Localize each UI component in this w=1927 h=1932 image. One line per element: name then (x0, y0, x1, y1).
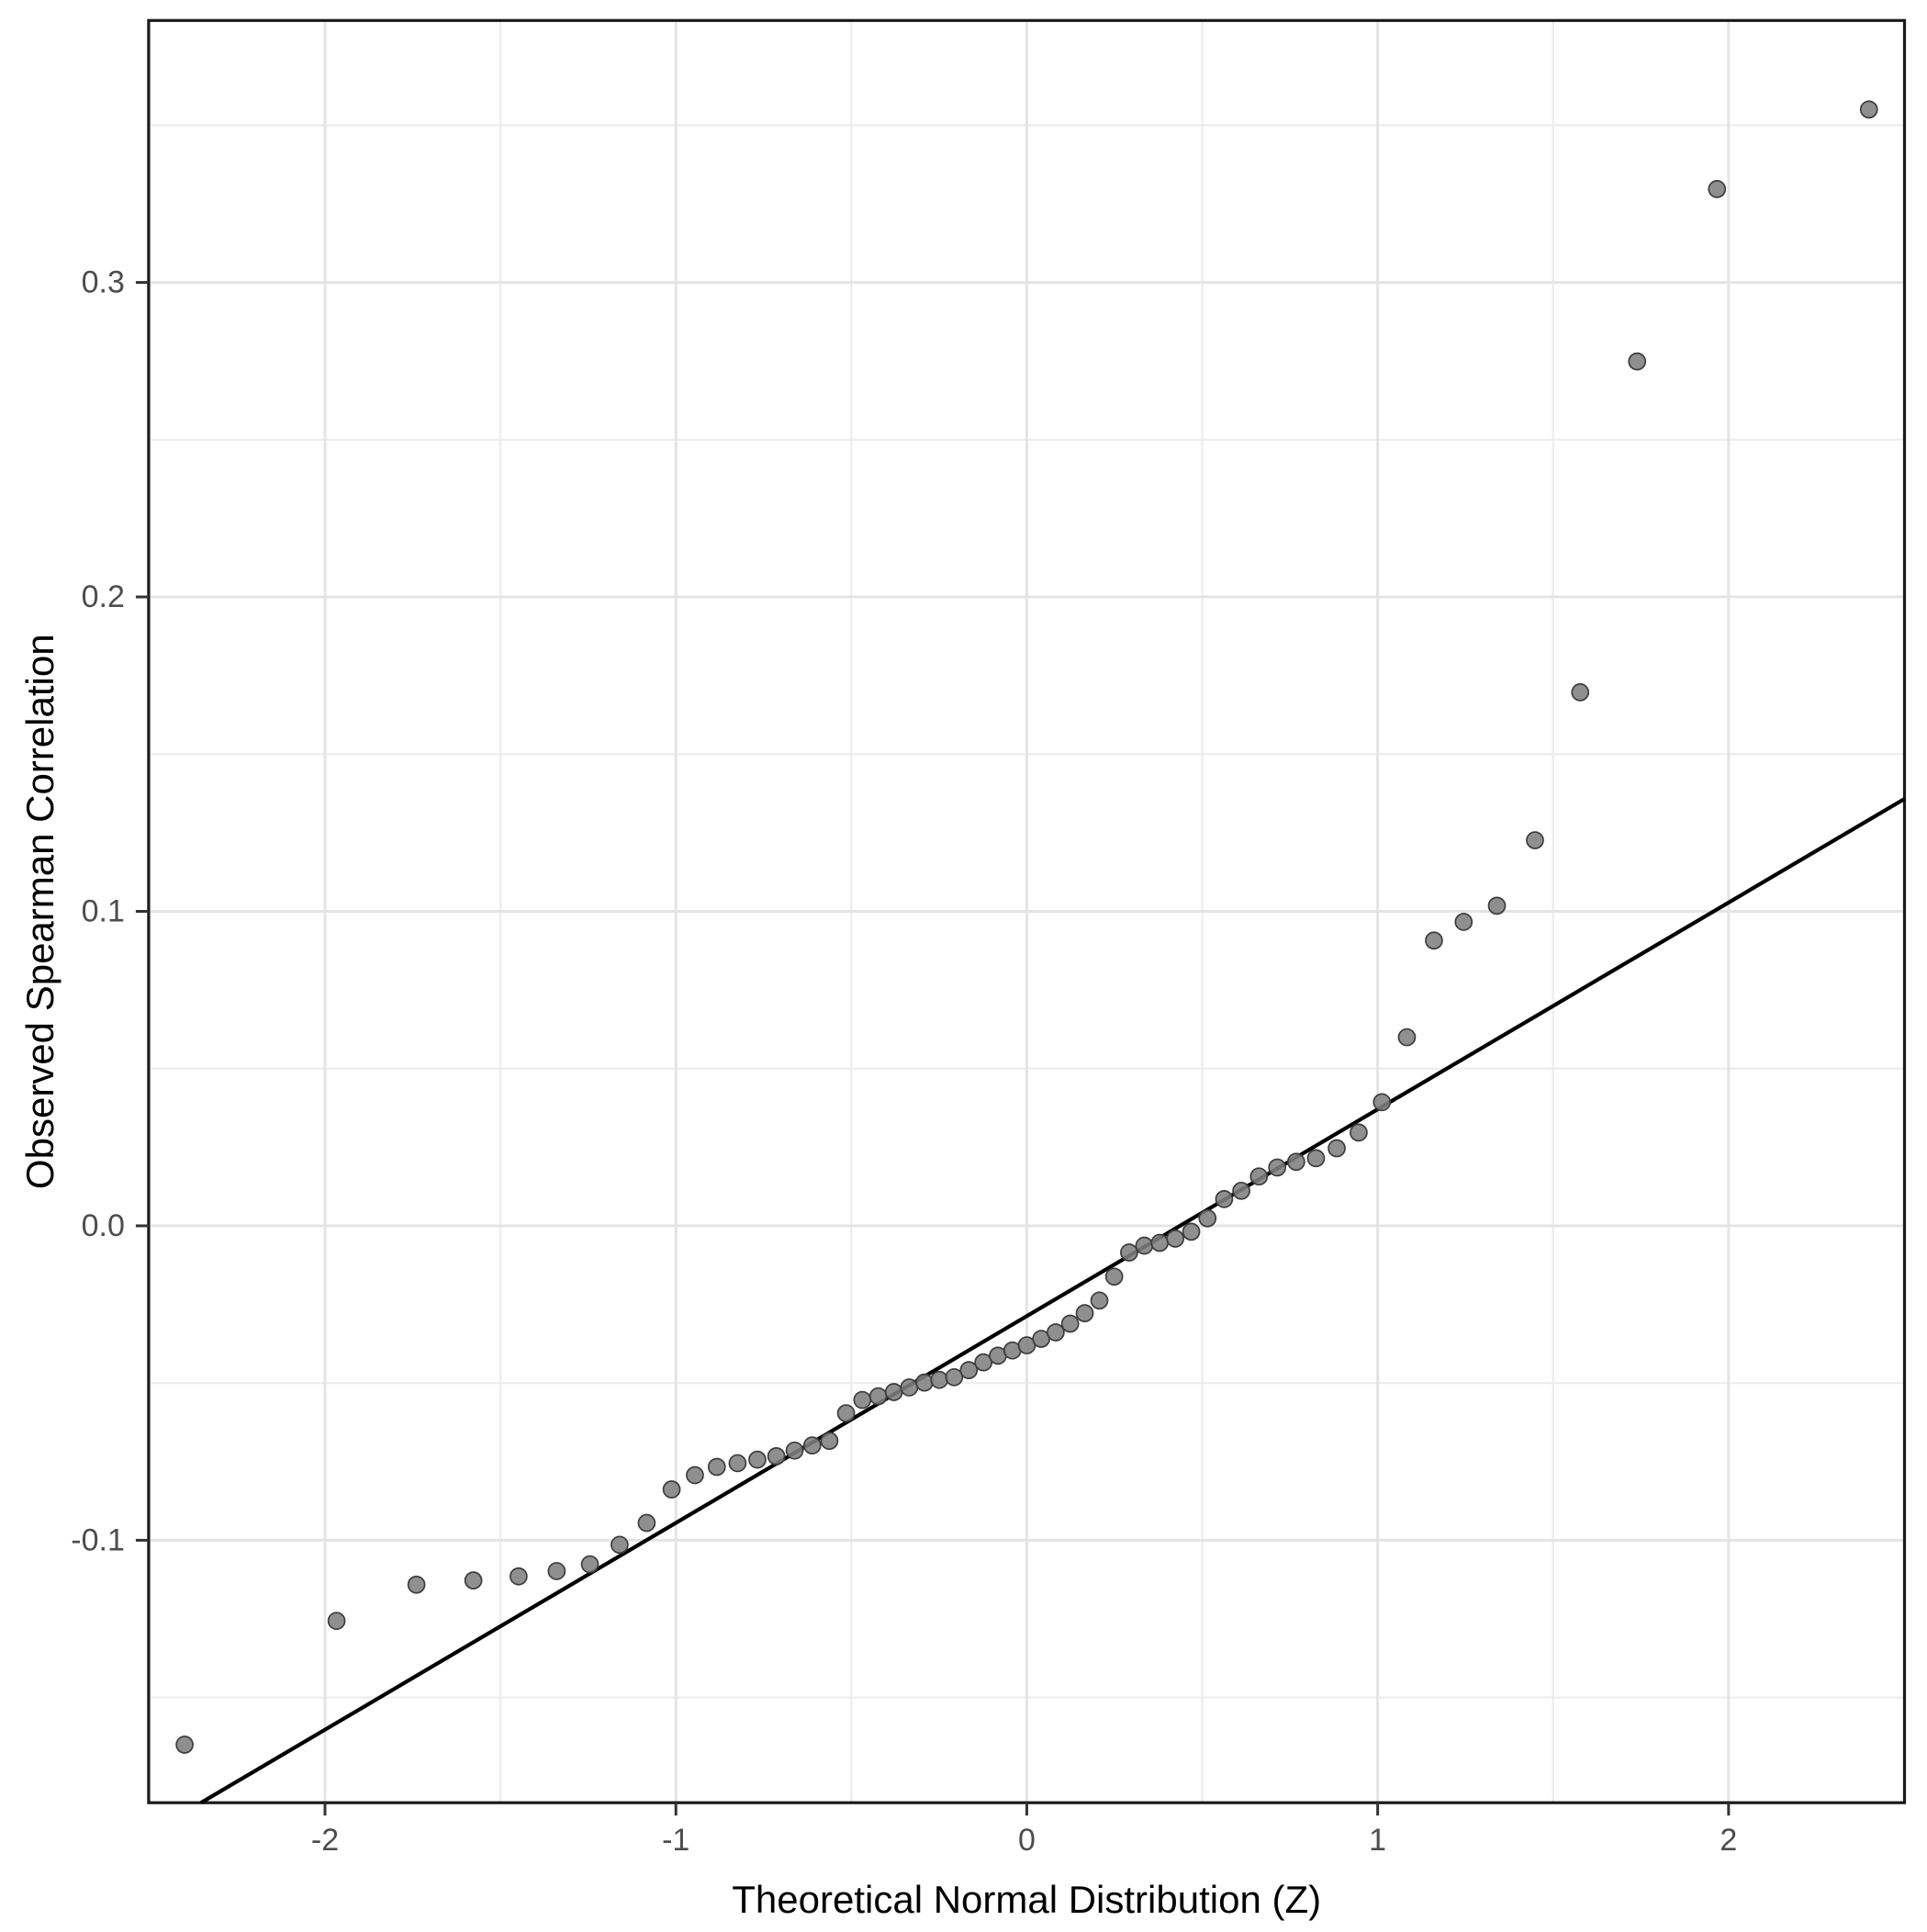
svg-text:0.3: 0.3 (82, 265, 125, 300)
svg-text:-0.1: -0.1 (71, 1522, 125, 1557)
svg-text:-2: -2 (311, 1823, 339, 1858)
svg-text:0.1: 0.1 (82, 894, 125, 929)
svg-text:0.2: 0.2 (82, 579, 125, 614)
svg-text:-1: -1 (662, 1823, 689, 1858)
svg-text:0.0: 0.0 (82, 1208, 125, 1243)
svg-text:2: 2 (1720, 1823, 1737, 1858)
svg-text:0: 0 (1018, 1823, 1036, 1858)
svg-text:Theoretical Normal Distributio: Theoretical Normal Distribution (Z) (732, 1878, 1321, 1921)
svg-text:1: 1 (1369, 1823, 1386, 1858)
svg-text:Observed Spearman Correlation: Observed Spearman Correlation (18, 634, 62, 1189)
